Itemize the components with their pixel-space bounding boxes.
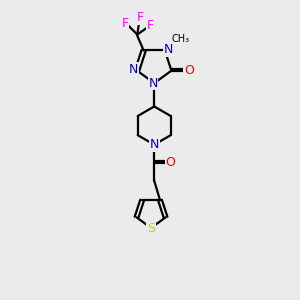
Text: N: N bbox=[129, 63, 138, 76]
Text: S: S bbox=[147, 223, 155, 236]
Text: CH₃: CH₃ bbox=[171, 34, 189, 44]
Text: N: N bbox=[148, 76, 158, 90]
Text: F: F bbox=[122, 17, 129, 30]
Text: N: N bbox=[164, 43, 173, 56]
Text: O: O bbox=[184, 64, 194, 77]
Text: N: N bbox=[150, 138, 159, 151]
Text: F: F bbox=[136, 11, 143, 24]
Text: F: F bbox=[147, 19, 154, 32]
Text: O: O bbox=[165, 156, 175, 169]
